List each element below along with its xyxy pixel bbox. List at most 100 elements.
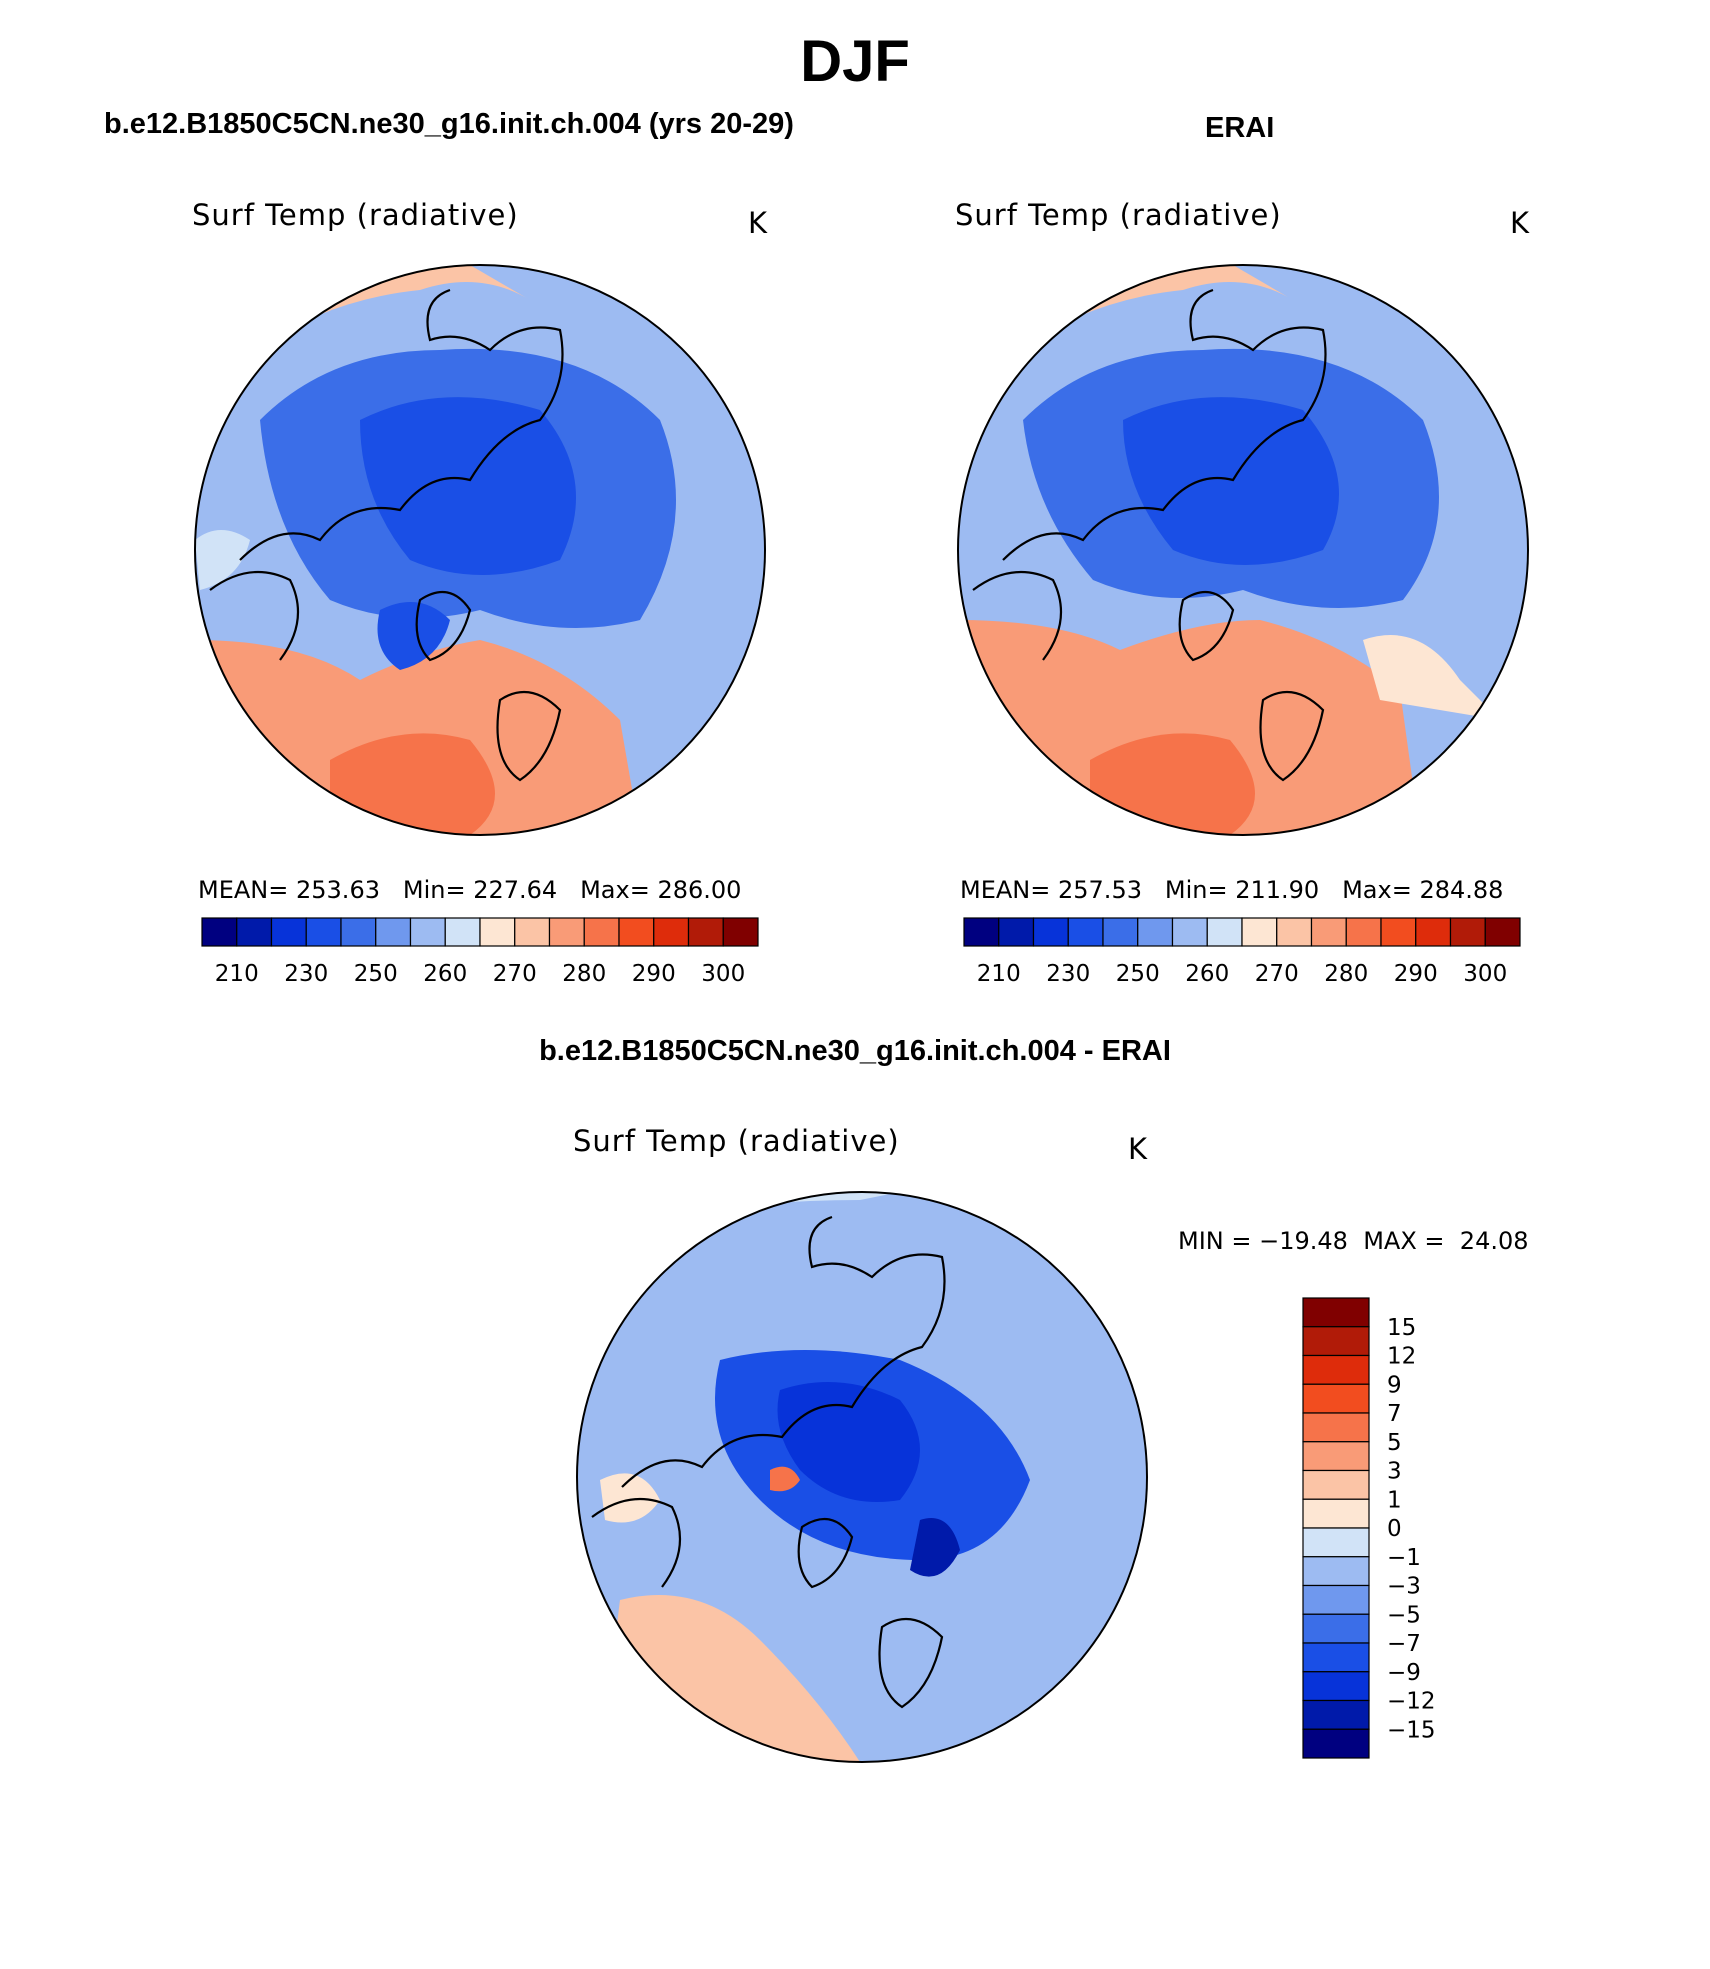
diff-colorbar-tick-label: 15 [1387, 1315, 1416, 1341]
diff-units-label: K [1128, 1132, 1148, 1166]
obs-colorbar-tick-label: 230 [1046, 961, 1090, 987]
model-colorbar-box-8 [479, 917, 516, 947]
obs-max-label: Max= [1342, 876, 1412, 904]
model-map-field [195, 265, 765, 835]
diff-colorbar-box-14 [1302, 1699, 1370, 1730]
diff-colorbar-box-12 [1302, 1642, 1370, 1673]
model-colorbar-box-13 [653, 917, 690, 947]
obs-colorbar-box-4 [1102, 917, 1139, 947]
obs-colorbar-box-15 [1484, 917, 1521, 947]
diff-coastline-scandinavia [878, 1617, 944, 1709]
diff-colorbar-tick-label: 3 [1387, 1459, 1402, 1485]
model-mean-value: 253.63 [296, 876, 380, 904]
diff-panel-title: b.e12.B1850C5CN.ne30_g16.init.ch.004 - E… [539, 1035, 1171, 1067]
obs-coastline-eurasia [1002, 288, 1327, 561]
obs-coastline-greenland [1178, 590, 1235, 662]
diff-colorbar: 15 129 7 5 31 0 −1 −3−5 −7 −9 −12−15 [1302, 1297, 1436, 1759]
model-max-value: 286.00 [657, 876, 742, 904]
obs-min-label: Min= [1164, 876, 1228, 904]
diff-colorbar-box-10 [1302, 1584, 1370, 1615]
diff-colorbar-tick-label: 1 [1387, 1487, 1402, 1513]
obs-units-label: K [1510, 206, 1530, 240]
model-colorbar-box-0 [201, 917, 238, 947]
obs-colorbar: 210 230 250 260 270 280 290 300 [963, 917, 1521, 987]
model-colorbar-box-12 [618, 917, 655, 947]
model-colorbar-tick-label: 210 [215, 961, 259, 987]
diff-colorbar-box-6 [1302, 1469, 1370, 1500]
diff-colorbar-tick-label: 12 [1387, 1344, 1416, 1370]
diff-field-arctic-core [777, 1382, 920, 1502]
diff-colorbar-tick-label: 7 [1387, 1401, 1402, 1427]
model-colorbar-box-10 [548, 917, 585, 947]
diff-colorbar-box-7 [1302, 1498, 1370, 1529]
model-colorbar-box-6 [409, 917, 446, 947]
obs-field-scandinavia-warm [1363, 635, 1500, 720]
obs-colorbar-tick-label: 290 [1394, 961, 1438, 987]
diff-colorbar-box-5 [1302, 1441, 1370, 1472]
model-mean-label: MEAN= [198, 876, 289, 904]
diff-colorbar-box-13 [1302, 1671, 1370, 1702]
model-coastline-north-america [209, 570, 300, 661]
obs-colorbar-box-12 [1380, 917, 1417, 947]
obs-colorbar-box-8 [1241, 917, 1278, 947]
diff-colorbar-tick-label: 9 [1387, 1372, 1402, 1398]
obs-colorbar-tick-label: 280 [1324, 961, 1368, 987]
diff-colorbar-tick-label: −1 [1387, 1545, 1421, 1571]
diff-colorbar-tick-label: −9 [1387, 1660, 1421, 1686]
diff-min-label: MIN = [1178, 1227, 1252, 1255]
obs-colorbar-tick-label: 250 [1116, 961, 1160, 987]
obs-field-arctic-core [1123, 397, 1339, 565]
diff-map-field [577, 1192, 1147, 1762]
diff-colorbar-box-15 [1302, 1728, 1370, 1759]
obs-stats: MEAN= 257.53 Min= 211.90 Max= 284.88 [960, 876, 1503, 904]
diff-field-alaska [600, 1473, 660, 1523]
diff-colorbar-tick-label: −3 [1387, 1574, 1421, 1600]
obs-colorbar-box-2 [1032, 917, 1069, 947]
model-max-label: Max= [580, 876, 650, 904]
model-panel-title: b.e12.B1850C5CN.ne30_g16.init.ch.004 (yr… [104, 108, 794, 140]
diff-field-barents [910, 1518, 960, 1577]
model-field-pacific-warm [220, 265, 330, 310]
diff-colorbar-box-0 [1302, 1297, 1370, 1328]
model-colorbar-box-3 [305, 917, 342, 947]
obs-colorbar-box-6 [1171, 917, 1208, 947]
obs-map-border [957, 264, 1529, 836]
model-colorbar-box-4 [340, 917, 377, 947]
model-colorbar-tick-label: 270 [493, 961, 537, 987]
diff-colorbar-box-11 [1302, 1613, 1370, 1644]
obs-colorbar-tick-label: 270 [1255, 961, 1299, 987]
obs-coastlines [972, 288, 1327, 782]
model-colorbar-tick-label: 300 [701, 961, 745, 987]
model-colorbar-tick-label: 290 [632, 961, 676, 987]
obs-variable-label: Surf Temp (radiative) [955, 198, 1282, 232]
diff-colorbar-box-4 [1302, 1412, 1370, 1443]
model-colorbar-box-1 [236, 917, 273, 947]
model-colorbar-box-2 [270, 917, 307, 947]
obs-field-north-atlantic [1090, 733, 1255, 835]
model-colorbar-box-11 [583, 917, 620, 947]
model-coastline-scandinavia [496, 690, 562, 782]
obs-colorbar-box-10 [1310, 917, 1347, 947]
obs-min-value: 211.90 [1235, 876, 1320, 904]
obs-map [957, 264, 1529, 836]
obs-max-value: 284.88 [1419, 876, 1504, 904]
model-field-north-atlantic [330, 733, 495, 835]
obs-colorbar-box-14 [1449, 917, 1486, 947]
figure-title: DJF [800, 29, 910, 94]
obs-colorbar-box-13 [1415, 917, 1452, 947]
model-colorbar-tick-label: 230 [284, 961, 328, 987]
diff-colorbar-box-1 [1302, 1326, 1370, 1357]
diff-max-value: 24.08 [1459, 1227, 1529, 1255]
obs-colorbar-box-5 [1137, 917, 1174, 947]
diff-colorbar-box-9 [1302, 1556, 1370, 1587]
model-colorbar-box-5 [375, 917, 412, 947]
obs-colorbar-box-1 [998, 917, 1035, 947]
model-colorbar-box-14 [687, 917, 724, 947]
model-colorbar: 210 230 250 260 270 280 290 300 [201, 917, 759, 987]
model-colorbar-tick-label: 260 [423, 961, 467, 987]
obs-colorbar-box-11 [1345, 917, 1382, 947]
obs-colorbar-box-3 [1067, 917, 1104, 947]
diff-coastlines [591, 1215, 946, 1709]
